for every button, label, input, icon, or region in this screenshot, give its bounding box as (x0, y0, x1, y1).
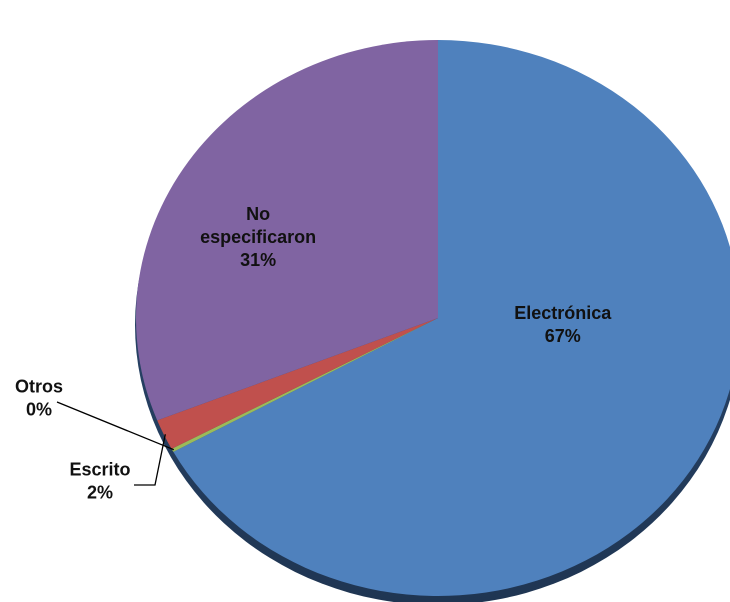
slice-label-electronica: Electrónica 67% (514, 303, 612, 346)
pie-slice-electronica (173, 40, 730, 596)
slice-label-otros: Otros 0% (15, 377, 63, 420)
leader-line-escrito (134, 434, 166, 486)
pie-slice-escrito (157, 318, 438, 449)
pie-slice-no-especificaron (136, 40, 438, 421)
slice-label-no-especificaron: No especificaron 31% (200, 204, 316, 270)
slice-label-escrito: Escrito 2% (69, 460, 130, 503)
leader-line-otros (56, 401, 175, 451)
pie-slice-otros (171, 318, 439, 452)
